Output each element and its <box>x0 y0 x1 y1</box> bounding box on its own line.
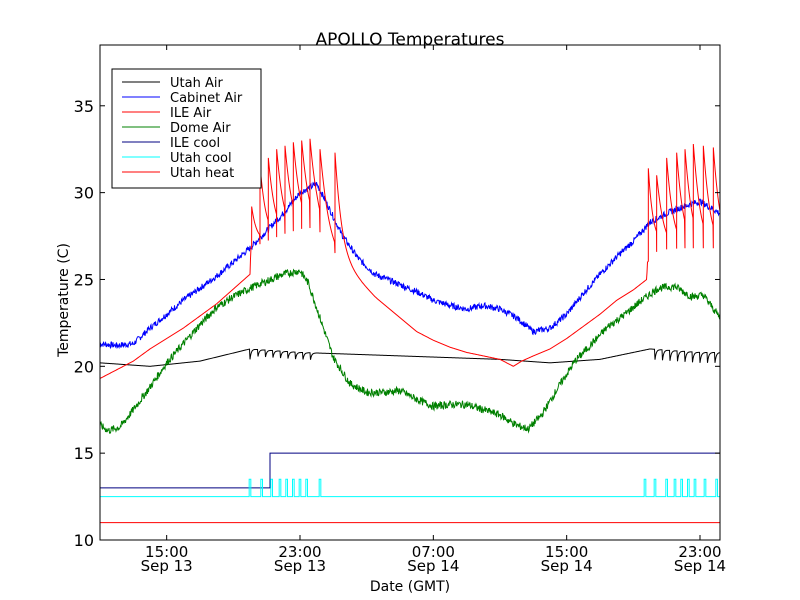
x-tick-label-time: 23:00 <box>278 543 321 561</box>
x-tick-label-date: Sep 13 <box>141 557 193 575</box>
legend-label: Cabinet Air <box>170 91 243 106</box>
chart-title: APOLLO Temperatures <box>316 30 505 50</box>
legend-label: ILE cool <box>170 136 220 151</box>
series-line-dome-air <box>99 268 721 434</box>
legend-label: Utah Air <box>170 76 223 91</box>
series-line-utah-air <box>99 348 721 367</box>
y-tick-label: 35 <box>74 97 94 116</box>
x-tick-label-date: Sep 13 <box>274 557 326 575</box>
x-tick-label-date: Sep 14 <box>407 557 459 575</box>
y-tick-label: 20 <box>74 357 94 376</box>
y-tick-label: 10 <box>74 531 94 550</box>
series-line-cabinet-air <box>99 181 721 350</box>
x-tick-label-time: 15:00 <box>545 543 588 561</box>
legend-label: Utah heat <box>170 166 234 181</box>
x-tick-label-time: 07:00 <box>412 543 455 561</box>
plot-area <box>99 138 721 524</box>
y-tick-label: 15 <box>74 444 94 463</box>
y-tick-label: 25 <box>74 270 94 289</box>
series-line-ile-cool <box>100 452 720 489</box>
series-line-utah-cool <box>100 478 720 498</box>
x-tick-label-time: 15:00 <box>145 543 188 561</box>
x-tick-label-date: Sep 14 <box>541 557 593 575</box>
plot-frame <box>99 44 721 541</box>
x-tick-label-time: 23:00 <box>678 543 721 561</box>
series-line-ile-air <box>99 138 721 379</box>
y-axis-label: Temperature (C) <box>56 243 72 358</box>
y-tick-label: 30 <box>74 184 94 203</box>
x-axis-label: Date (GMT) <box>370 579 450 595</box>
legend-label: Utah cool <box>170 151 232 166</box>
legend-box <box>111 68 262 189</box>
legend-label: ILE Air <box>170 106 212 121</box>
x-tick-label-date: Sep 14 <box>674 557 726 575</box>
legend-label: Dome Air <box>170 121 231 136</box>
